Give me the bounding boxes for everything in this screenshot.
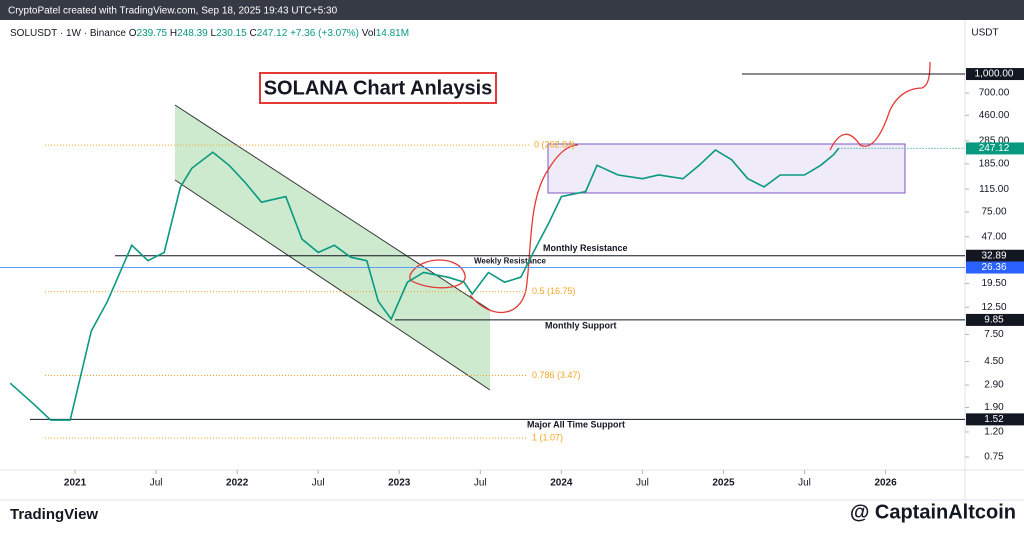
ohlc-prefix: H: [170, 28, 177, 39]
x-tick-label: 2026: [874, 478, 897, 489]
ohlc-prefix: C: [249, 28, 256, 39]
x-tick-label: Jul: [798, 478, 811, 489]
y-tick-label: 1.20: [984, 427, 1004, 438]
price-badge-label: 32.89: [981, 250, 1006, 261]
y-tick-label: 285.00: [979, 135, 1010, 146]
range-box: [547, 143, 906, 194]
fib-label: 0 (262.84): [534, 140, 575, 150]
x-tick-label: Jul: [312, 478, 325, 489]
highlight-loop: [409, 259, 466, 289]
last-price-badge: [966, 142, 1024, 155]
y-tick-label: 460.00: [979, 110, 1010, 121]
symbol: SOLUSDT · 1W · Binance: [10, 28, 126, 39]
credit: CryptoPatel created with TradingView.com…: [8, 6, 338, 17]
y-tick-label: 75.00: [981, 207, 1006, 218]
ohlc-prefix: L: [211, 28, 217, 39]
y-tick-label: 1.90: [984, 402, 1004, 413]
y-tick-label: 4.50: [984, 356, 1004, 367]
price-line: [9, 147, 840, 421]
ohlc-value: 239.75: [137, 28, 168, 39]
volume: 14.81M: [376, 28, 409, 39]
level-label: Major All Time Support: [527, 420, 625, 430]
fib-label: 1 (1.07): [532, 432, 563, 442]
change: +7.36: [290, 28, 316, 39]
projection-path: [469, 144, 579, 314]
price-badge-label: 26.36: [981, 262, 1006, 273]
price-badge: [966, 413, 1024, 426]
footer-handle: @ CaptainAltcoin: [850, 501, 1016, 523]
price-badge: [966, 249, 1024, 262]
footer-brand: TradingView: [10, 506, 98, 523]
price-badge: [966, 261, 1024, 274]
x-tick-label: 2024: [550, 478, 573, 489]
y-tick-label: 700.00: [979, 88, 1010, 99]
symbol-bar: SOLUSDT · 1W · Binance O239.75 H248.39 L…: [10, 28, 409, 39]
y-tick-label: 19.50: [981, 278, 1006, 289]
x-tick-label: 2022: [226, 478, 249, 489]
chart-title: SOLANA Chart Anlaysis: [264, 77, 493, 99]
change-pct: (+3.07%): [318, 28, 359, 39]
y-tick-label: 7.50: [984, 329, 1004, 340]
x-tick-label: Jul: [150, 478, 163, 489]
fib-label: 0.5 (16.75): [532, 286, 576, 296]
ohlc-value: 248.39: [177, 28, 208, 39]
ohlc-prefix: O: [129, 28, 137, 39]
ohlc-value: 247.12: [257, 28, 288, 39]
x-tick-label: 2021: [64, 478, 87, 489]
volume-prefix: Vol: [362, 28, 376, 39]
level-label: Monthly Resistance: [543, 243, 628, 253]
price-badge-label: 1,000.00: [975, 69, 1014, 80]
x-tick-label: Jul: [474, 478, 487, 489]
y-tick-label: 115.00: [979, 184, 1009, 195]
price-badge: [966, 313, 1024, 326]
y-tick-label: 2.90: [984, 380, 1004, 391]
price-badge: [966, 68, 1024, 81]
credit-bar: [0, 0, 1024, 20]
level-label: Monthly Support: [545, 320, 617, 330]
price-badge-label: 9.85: [984, 315, 1004, 326]
y-tick-label: 0.75: [984, 452, 1004, 463]
y-tick-label: 12.50: [981, 302, 1006, 313]
last-price-label: 247.12: [979, 143, 1010, 154]
x-tick-label: 2023: [388, 478, 411, 489]
price-badge-label: 1.52: [984, 414, 1004, 425]
x-tick-label: 2025: [712, 478, 735, 489]
y-tick-label: 47.00: [981, 231, 1006, 242]
channel-line: [174, 179, 491, 391]
projection-path: [829, 61, 931, 151]
level-label: Weekly Resistance: [474, 257, 546, 266]
fib-label: 0.786 (3.47): [532, 370, 581, 380]
channel-shade: [175, 105, 490, 390]
x-tick-label: Jul: [636, 478, 649, 489]
title-box: [259, 72, 497, 104]
plot-area: [0, 40, 965, 470]
y-unit: USDT: [971, 28, 998, 39]
ohlc-value: 230.15: [216, 28, 247, 39]
y-tick-label: 185.00: [979, 158, 1010, 169]
